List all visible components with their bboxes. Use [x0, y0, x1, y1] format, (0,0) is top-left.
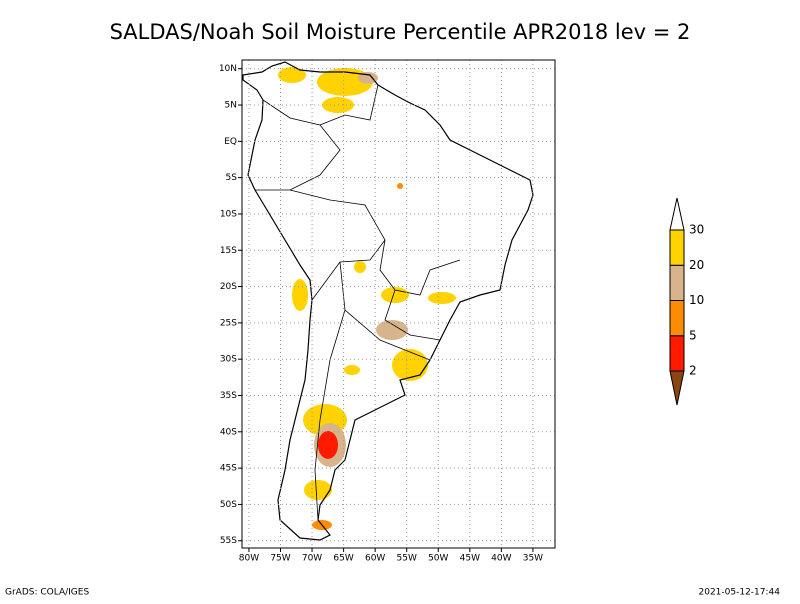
y-tick-label: 50S	[220, 500, 237, 510]
chart-title: SALDAS/Noah Soil Moisture Percentile APR…	[110, 20, 691, 44]
field-area	[318, 431, 338, 459]
field-area	[317, 68, 373, 96]
x-tick-label: 70W	[302, 554, 322, 564]
field-area	[292, 279, 308, 311]
y-tick-label: EQ	[224, 137, 237, 147]
field-area	[344, 365, 360, 375]
field-area	[304, 480, 332, 500]
y-tick-label: 20S	[220, 282, 237, 292]
colorbar-box	[669, 300, 685, 337]
field-area	[354, 261, 366, 273]
x-tick-label: 55W	[397, 554, 417, 564]
y-tick-label: 40S	[220, 427, 237, 437]
field-area	[358, 72, 378, 84]
y-tick-label: 10N	[219, 64, 237, 74]
footer-right: 2021-05-12-17:44	[699, 588, 781, 598]
x-tick-label: 60W	[365, 554, 385, 564]
x-tick-label: 50W	[428, 554, 448, 564]
coastline	[242, 61, 534, 541]
colorbar-box	[669, 335, 685, 372]
field-area	[376, 320, 408, 340]
y-tick-label: 30S	[220, 355, 237, 365]
y-tick-label: 35S	[220, 391, 237, 401]
x-tick-label: 45W	[460, 554, 480, 564]
y-tick-label: 15S	[220, 246, 237, 256]
field-area	[278, 67, 306, 83]
y-tick-label: 55S	[220, 536, 237, 546]
y-tick-label: 45S	[220, 464, 237, 474]
map-frame	[241, 59, 556, 549]
field-area	[392, 349, 428, 381]
colorbar-box	[669, 229, 685, 266]
x-tick-label: 35W	[523, 554, 543, 564]
y-tick-label: 5S	[226, 173, 238, 183]
x-tick-label: 80W	[239, 554, 259, 564]
colorbar-label: 30	[689, 223, 704, 237]
x-tick-label: 75W	[270, 554, 290, 564]
x-tick-label: 65W	[333, 554, 353, 564]
field-area	[428, 292, 456, 304]
colorbar-box	[669, 264, 685, 301]
field-area	[397, 183, 403, 189]
colorbar: 2 5 10 20 30	[669, 197, 704, 406]
x-tick-label: 40W	[491, 554, 511, 564]
colorbar-label: 5	[689, 328, 697, 342]
moisture-field	[278, 67, 456, 530]
country-border	[255, 84, 461, 521]
y-tick-label: 25S	[220, 318, 237, 328]
colorbar-high	[669, 197, 685, 231]
y-tick-label: 10S	[220, 209, 237, 219]
colorbar-label: 2	[689, 364, 697, 378]
colorbar-label: 20	[689, 258, 704, 272]
colorbar-label: 10	[689, 293, 704, 307]
y-tick-label: 5N	[225, 101, 237, 111]
colorbar-low	[669, 370, 685, 406]
axes: 80W 75W 70W 65W 60W 55W 50W 45W 40W 35W 10N 5N EQ 5S 1…	[219, 60, 555, 564]
footer-left: GrADS: COLA/IGES	[5, 588, 89, 598]
